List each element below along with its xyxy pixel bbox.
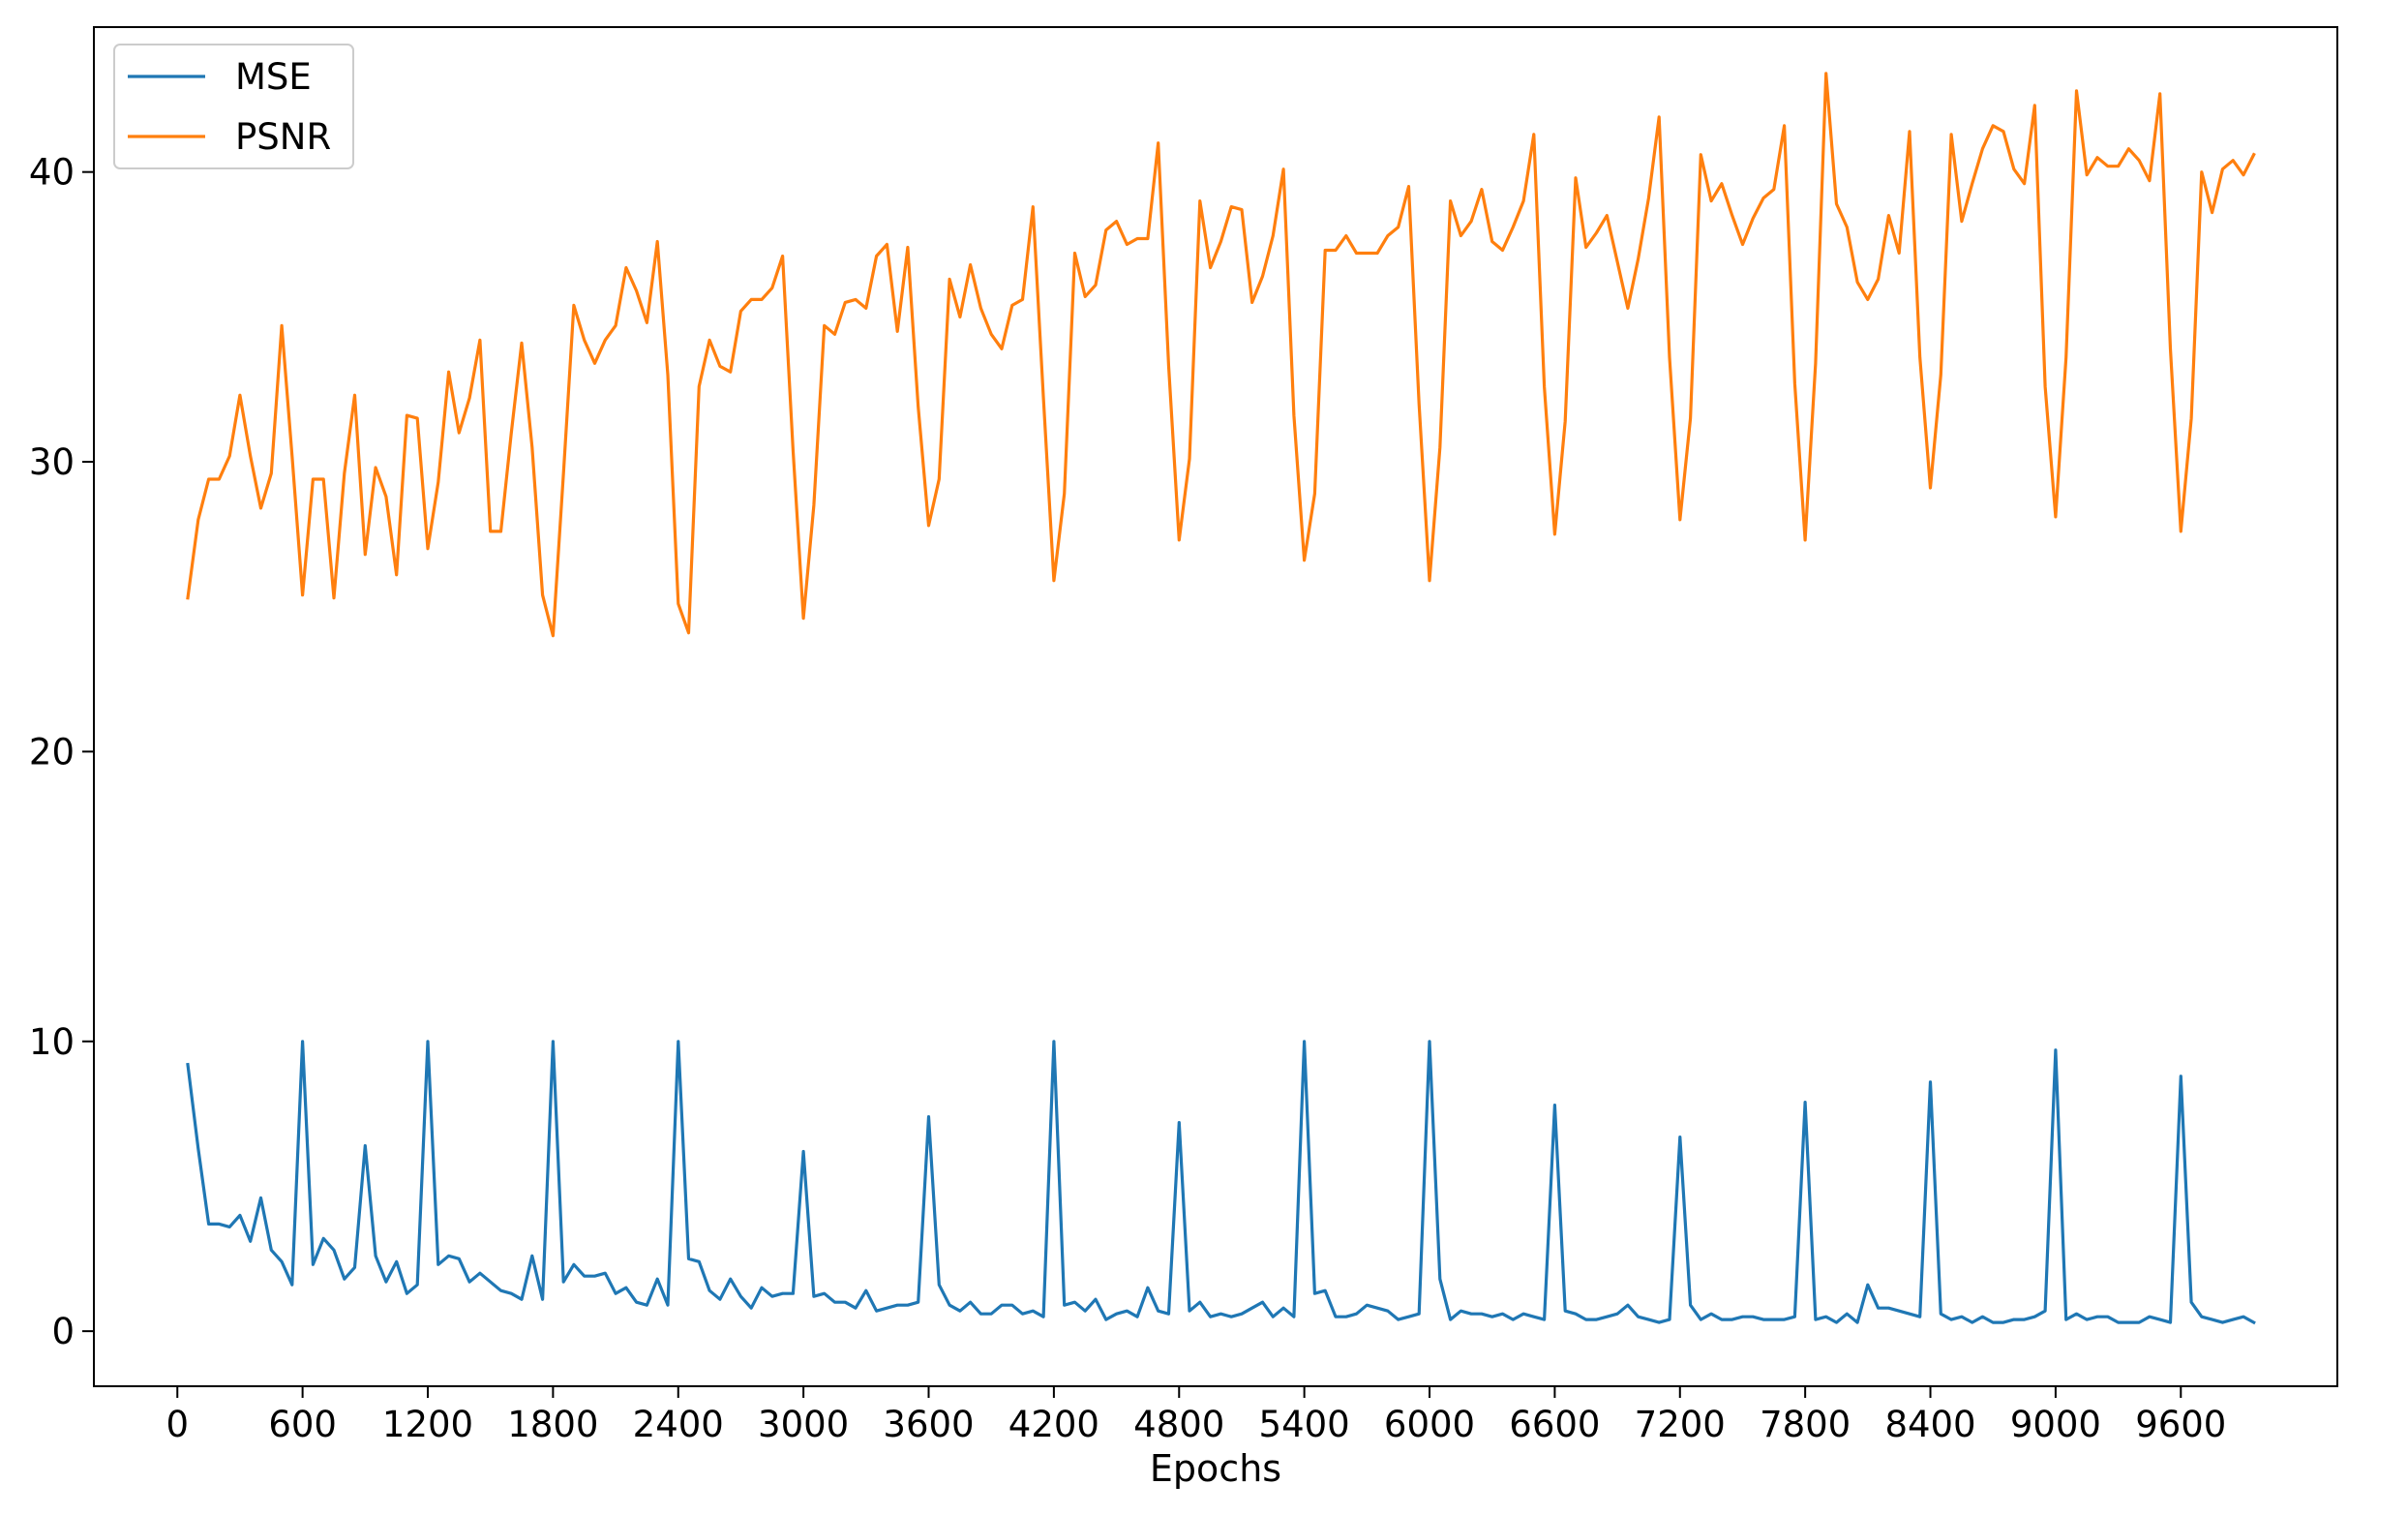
x-axis-label: Epochs [1150,1447,1281,1490]
x-tick-label: 8400 [1884,1404,1975,1445]
x-tick-label: 1200 [382,1404,473,1445]
y-tick-label: 0 [51,1311,75,1352]
series-line-mse [186,1040,2256,1325]
plot-frame [93,26,2338,1387]
x-axis: 0 600 1200 1800 2400 3000 3600 4200 4800 5400 6000… [166,1386,2226,1445]
x-tick-label: 3600 [883,1404,974,1445]
plot-lines [186,72,2256,1325]
x-tick-label: 5400 [1259,1404,1350,1445]
legend: MSE PSNR [113,44,354,169]
x-tick-label: 7200 [1635,1404,1726,1445]
x-tick-label: 600 [268,1404,337,1445]
x-tick-label: 7800 [1760,1404,1851,1445]
y-tick-label: 10 [29,1021,75,1063]
x-tick-label: 1800 [507,1404,598,1445]
y-tick-label: 30 [29,441,75,483]
x-tick-label: 4200 [1008,1404,1099,1445]
x-tick-label: 0 [166,1404,189,1445]
x-tick-label: 6000 [1384,1404,1475,1445]
y-axis: 0 10 20 30 40 [29,152,94,1352]
x-tick-label: 9000 [2010,1404,2101,1445]
x-tick-label: 2400 [633,1404,724,1445]
legend-label-psnr: PSNR [235,116,331,158]
x-tick-label: 4800 [1133,1404,1224,1445]
x-tick-label: 9600 [2135,1404,2226,1445]
x-tick-label: 3000 [758,1404,849,1445]
series-line-psnr [186,72,2256,638]
x-tick-label: 6600 [1509,1404,1600,1445]
legend-label-mse: MSE [235,56,312,98]
y-tick-label: 40 [29,152,75,194]
y-tick-label: 20 [29,731,75,773]
